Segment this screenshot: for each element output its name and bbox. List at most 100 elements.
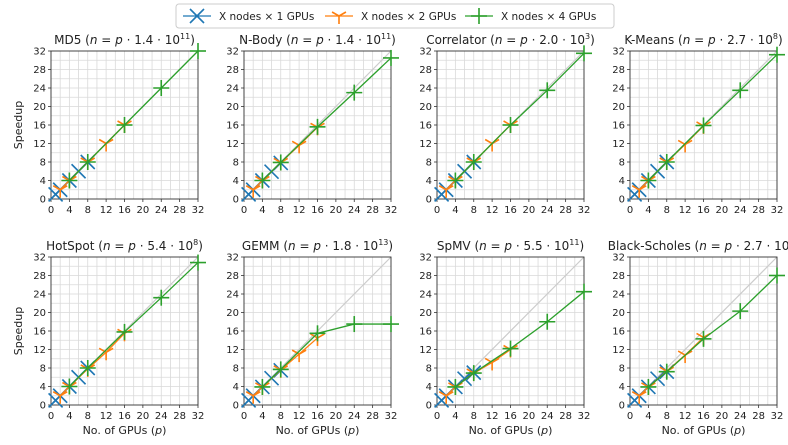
data-point xyxy=(383,316,399,333)
x-tick-label: 16 xyxy=(697,411,710,422)
y-tick-label: 0 xyxy=(426,401,432,412)
subplot-title: SpMV (n = p · 5.5 · 1011) xyxy=(437,238,584,253)
x-tick-label: 28 xyxy=(173,411,186,422)
x-tick-label: 4 xyxy=(66,411,72,422)
x-tick-label: 32 xyxy=(578,205,591,216)
data-point xyxy=(447,378,464,395)
series-2 xyxy=(631,332,711,404)
y-tick-label: 0 xyxy=(40,195,46,206)
x-tick-label: 0 xyxy=(434,205,440,216)
x-tick-label: 4 xyxy=(66,205,72,216)
y-tick-label: 28 xyxy=(33,65,46,76)
data-point xyxy=(438,391,454,404)
subplot-title: N-Body (n = p · 1.4 · 1011) xyxy=(239,32,396,47)
subplot-spmv: 0 4 8 12 16 20 24 28 32 0 4 8 12 16 20 24 28 32 SpMV (n = … xyxy=(419,238,592,437)
x-tick-label: 20 xyxy=(523,411,536,422)
x-tick-label: 16 xyxy=(311,205,324,216)
data-point xyxy=(272,361,289,378)
data-point xyxy=(658,363,675,380)
data-point xyxy=(52,391,68,404)
data-point xyxy=(190,254,206,271)
x-tick-label: 28 xyxy=(173,205,186,216)
legend-item-1: X nodes × 1 GPUs xyxy=(183,8,314,24)
data-point xyxy=(769,46,785,63)
x-tick-label: 28 xyxy=(752,205,765,216)
x-tick-label: 24 xyxy=(734,411,747,422)
y-tick-label: 0 xyxy=(233,195,239,206)
x-tick-label: 28 xyxy=(752,411,765,422)
x-tick-label: 20 xyxy=(330,205,343,216)
x-tick-label: 0 xyxy=(434,411,440,422)
x-tick-label: 24 xyxy=(348,205,361,216)
series-3 xyxy=(61,254,206,395)
x-tick-label: 20 xyxy=(137,411,150,422)
data-point xyxy=(61,172,78,189)
x-axis-label: No. of GPUs (p) xyxy=(662,424,746,437)
data-point xyxy=(502,117,519,133)
y-tick-label: 24 xyxy=(419,290,432,301)
y-tick-label: 32 xyxy=(419,253,432,264)
legend-label: X nodes × 4 GPUs xyxy=(501,11,596,23)
x-tick-label: 8 xyxy=(664,205,670,216)
x-tick-label: 0 xyxy=(627,411,633,422)
y-tick-label: 16 xyxy=(33,327,46,338)
y-axis-label: Speedup xyxy=(12,101,25,149)
subplot-title: MD5 (n = p · 1.4 · 1011) xyxy=(54,32,195,47)
series-2 xyxy=(52,120,132,198)
y-tick-label: 8 xyxy=(40,364,46,375)
subplot-title: Black-Scholes (n = p · 2.7 · 108) xyxy=(608,238,788,253)
y-tick-label: 8 xyxy=(426,364,432,375)
y-tick-label: 12 xyxy=(612,345,625,356)
data-point xyxy=(732,82,749,99)
x-tick-label: 16 xyxy=(504,411,517,422)
data-point xyxy=(695,330,712,347)
y-tick-label: 24 xyxy=(226,290,239,301)
x-tick-label: 20 xyxy=(716,411,729,422)
data-point xyxy=(245,391,261,404)
x-tick-label: 4 xyxy=(645,411,651,422)
x-tick-label: 4 xyxy=(452,411,458,422)
y-tick-label: 32 xyxy=(226,47,239,58)
x-tick-label: 16 xyxy=(697,205,710,216)
x-tick-label: 32 xyxy=(385,411,398,422)
legend-label: X nodes × 1 GPUs xyxy=(219,11,314,23)
x-tick-label: 28 xyxy=(366,205,379,216)
subplot-title: K-Means (n = p · 2.7 · 108) xyxy=(624,32,782,47)
y-tick-label: 24 xyxy=(612,290,625,301)
x-tick-label: 32 xyxy=(771,411,784,422)
y-tick-label: 12 xyxy=(419,345,432,356)
y-tick-label: 4 xyxy=(40,176,46,187)
data-point xyxy=(116,117,133,133)
y-tick-label: 20 xyxy=(419,102,432,113)
y-tick-label: 4 xyxy=(233,382,239,393)
data-point xyxy=(309,325,326,342)
y-tick-label: 0 xyxy=(233,401,239,412)
x-tick-label: 24 xyxy=(541,205,554,216)
data-point xyxy=(576,45,592,62)
y-tick-label: 12 xyxy=(612,139,625,150)
y-tick-label: 12 xyxy=(226,139,239,150)
x-tick-label: 12 xyxy=(486,411,499,422)
x-tick-label: 16 xyxy=(118,411,131,422)
x-tick-label: 0 xyxy=(241,205,247,216)
x-tick-label: 8 xyxy=(85,411,91,422)
data-point xyxy=(79,360,96,376)
x-tick-label: 8 xyxy=(471,205,477,216)
data-point xyxy=(291,349,307,363)
data-point xyxy=(190,43,206,59)
x-tick-label: 4 xyxy=(452,205,458,216)
legend-item-3: X nodes × 4 GPUs xyxy=(465,8,596,24)
y-axis-label: Speedup xyxy=(12,307,25,355)
x-tick-label: 12 xyxy=(679,411,692,422)
subplot-black-scholes: 0 4 8 12 16 20 24 28 32048121620242832Black-Scho… xyxy=(608,238,788,437)
data-point xyxy=(447,172,464,189)
x-tick-label: 12 xyxy=(486,205,499,216)
x-tick-label: 24 xyxy=(734,205,747,216)
subplot-title: Correlator (n = p · 2.0 · 103) xyxy=(426,32,595,47)
series-2 xyxy=(438,120,518,198)
series-2 xyxy=(631,121,711,198)
x-tick-label: 24 xyxy=(348,411,361,422)
data-point xyxy=(116,323,133,340)
